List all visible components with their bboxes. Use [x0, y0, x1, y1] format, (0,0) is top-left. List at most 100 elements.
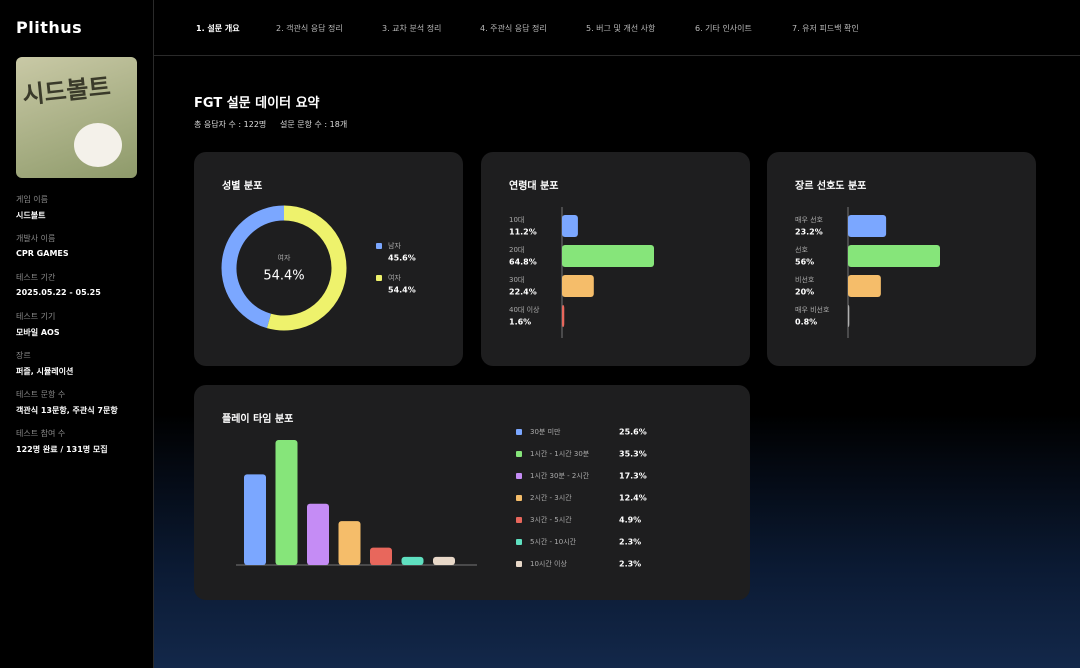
legend-label: 30분 미만 [530, 427, 561, 436]
bar [562, 245, 654, 267]
bar [275, 440, 298, 565]
info-field: 테스트 기간 2025.05.22 - 05.25 [16, 272, 101, 297]
nav-tab[interactable]: 4. 주관식 응답 정리 [480, 24, 547, 33]
legend-swatch [376, 275, 382, 281]
legend-label: 남자 [388, 241, 401, 250]
nav-tab[interactable]: 3. 교차 분석 정리 [382, 24, 442, 33]
logo: Plithus [16, 18, 83, 37]
chart-title: 성별 분포 [222, 179, 262, 192]
bar-value: 1.6% [509, 318, 531, 327]
bar-value: 11.2% [509, 228, 537, 237]
bar-value: 56% [795, 258, 814, 267]
bar [848, 275, 881, 297]
respondent-count: 총 응답자 수 : 122명 [194, 120, 267, 129]
info-value: 퍼즐, 시뮬레이션 [16, 367, 74, 376]
nav-tab[interactable]: 6. 기타 인사이트 [695, 24, 752, 33]
bar [401, 556, 424, 565]
top-nav: 1. 설문 개요 2. 객관식 응답 정리 3. 교차 분석 정리 4. 주관식 응답… [154, 0, 1080, 56]
bar [370, 547, 392, 565]
legend-value: 17.3% [619, 472, 647, 481]
bar-label: 비선호 [795, 275, 815, 284]
bar-value: 20% [795, 288, 814, 297]
legend-value: 2.3% [619, 538, 641, 547]
info-value: 모바일 AOS [16, 328, 60, 337]
page-title: FGT 설문 데이터 요약 [194, 96, 320, 111]
chart-title: 연령대 분포 [509, 179, 558, 192]
center-label: 여자 [278, 253, 291, 262]
donut-slice [266, 205, 347, 331]
chart-title: 플레이 타임 분포 [222, 412, 293, 425]
bar-label: 20대 [509, 246, 524, 254]
bar-label: 40대 이상 [509, 305, 540, 314]
bar [244, 474, 266, 565]
nav-tab[interactable]: 2. 객관식 응답 정리 [276, 24, 343, 33]
card [194, 385, 750, 600]
bar [848, 215, 887, 237]
bar-value: 0.8% [795, 318, 817, 327]
bar [338, 521, 361, 565]
legend-label: 2시간 - 3시간 [530, 493, 572, 502]
bar-label: 30대 [509, 276, 524, 284]
legend-swatch [516, 429, 522, 435]
info-label: 게임 이름 [16, 195, 48, 204]
bar [848, 305, 850, 327]
game-image: 시드볼트 [16, 57, 137, 178]
info-label: 장르 [16, 351, 31, 360]
legend-value: 54.4% [388, 286, 416, 295]
legend-swatch [516, 473, 522, 479]
bar [562, 275, 594, 297]
legend-value: 25.6% [619, 428, 647, 437]
bar-value: 23.2% [795, 228, 823, 237]
legend-value: 4.9% [619, 516, 641, 525]
info-label: 테스트 기기 [16, 312, 56, 321]
nav-tab[interactable]: 1. 설문 개요 [196, 24, 240, 33]
bar-label: 10대 [509, 216, 524, 224]
info-label: 테스트 기간 [16, 273, 56, 282]
legend-label: 1시간 30분 - 2시간 [530, 471, 590, 480]
legend-value: 2.3% [619, 560, 641, 569]
legend-swatch [516, 539, 522, 545]
bar [848, 245, 940, 267]
bar-value: 64.8% [509, 258, 537, 267]
info-value: 객관식 13문항, 주관식 7문항 [16, 406, 118, 415]
bar-label: 매우 선호 [795, 215, 824, 224]
info-value: 2025.05.22 - 05.25 [16, 288, 101, 297]
bar [562, 215, 578, 237]
legend-swatch [516, 495, 522, 501]
legend-label: 5시간 - 10시간 [530, 537, 577, 546]
center-value: 54.4% [263, 269, 304, 284]
bar-label: 선호 [795, 245, 808, 254]
legend-label: 3시간 - 5시간 [530, 515, 572, 524]
info-value: 122명 완료 / 131명 모집 [16, 445, 108, 454]
legend-label: 10시간 이상 [530, 559, 567, 568]
bar [307, 503, 329, 565]
sidebar: Plithus 시드볼트 게임 이름 시드볼트 개발사 이름 CPR GAMES 테스트… [0, 0, 154, 668]
legend-swatch [516, 451, 522, 457]
info-label: 개발사 이름 [16, 234, 56, 243]
info-label: 테스트 문항 수 [16, 390, 66, 399]
bar-label: 매우 비선호 [795, 305, 830, 314]
info-label: 테스트 참여 수 [16, 429, 66, 438]
info-value: 시드볼트 [16, 211, 46, 220]
legend-value: 12.4% [619, 494, 647, 503]
legend-label: 여자 [388, 273, 401, 282]
legend-label: 1시간 - 1시간 30분 [530, 449, 590, 458]
nav-tab[interactable]: 7. 유저 피드백 확인 [792, 24, 859, 33]
bar [562, 305, 565, 327]
legend-swatch [376, 243, 382, 249]
chart-title: 장르 선호도 분포 [795, 179, 866, 192]
legend-value: 35.3% [619, 450, 647, 459]
bar [433, 556, 455, 565]
legend-swatch [516, 517, 522, 523]
info-field: 테스트 참여 수 122명 완료 / 131명 모집 [16, 428, 108, 455]
info-field: 개발사 이름 CPR GAMES [16, 233, 69, 258]
question-count: 설문 문항 수 : 18개 [280, 120, 348, 129]
donut-slice [221, 205, 285, 329]
legend-value: 45.6% [388, 254, 416, 263]
nav-tab[interactable]: 5. 버그 및 개선 사항 [586, 24, 656, 33]
